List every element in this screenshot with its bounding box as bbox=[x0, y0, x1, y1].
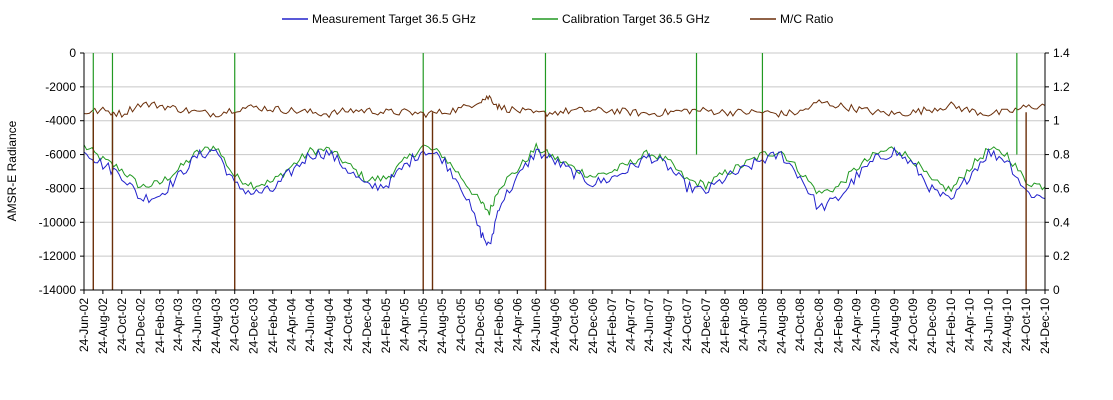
series-line-calibration-target-36-5-ghz bbox=[83, 142, 1046, 216]
x-tick-label: 24-Dec-04 bbox=[360, 298, 374, 354]
y2-tick-label: 0.6 bbox=[1053, 181, 1070, 195]
x-tick-label: 24-Feb-06 bbox=[492, 298, 506, 354]
y2-tick-label: 1.2 bbox=[1053, 80, 1070, 94]
x-tick-label: 24-Aug-03 bbox=[209, 298, 223, 354]
x-tick-label: 24-Jun-09 bbox=[868, 298, 882, 352]
x-tick-label: 24-Dec-06 bbox=[586, 298, 600, 354]
x-tick-label: 24-Feb-10 bbox=[944, 298, 958, 354]
y2-tick-label: 0.2 bbox=[1053, 249, 1070, 263]
x-tick-label: 24-Feb-05 bbox=[379, 298, 393, 354]
y-tick-label: -2000 bbox=[45, 80, 76, 94]
y-tick-label: -10000 bbox=[39, 215, 77, 229]
y-tick-label: -12000 bbox=[39, 249, 77, 263]
x-tick-label: 24-Aug-09 bbox=[887, 298, 901, 354]
x-tick-label: 24-Oct-02 bbox=[115, 298, 129, 352]
x-tick-label: 24-Oct-10 bbox=[1019, 298, 1033, 352]
x-tick-label: 24-Dec-03 bbox=[247, 298, 261, 354]
legend-label: Measurement Target 36.5 GHz bbox=[312, 12, 476, 26]
y2-tick-label: 0 bbox=[1053, 283, 1060, 297]
x-tick-label: 24-Apr-10 bbox=[963, 298, 977, 352]
x-tick-label: 24-Aug-08 bbox=[774, 298, 788, 354]
series-line-m-c-ratio bbox=[83, 94, 1046, 119]
x-tick-label: 24-Apr-05 bbox=[397, 298, 411, 352]
x-tick-label: 24-Oct-05 bbox=[454, 298, 468, 352]
y2-tick-label: 0.8 bbox=[1053, 148, 1070, 162]
legend-label: M/C Ratio bbox=[780, 12, 834, 26]
y-tick-label: 0 bbox=[69, 46, 76, 60]
x-tick-label: 24-Jun-07 bbox=[642, 298, 656, 352]
x-tick-label: 24-Jun-03 bbox=[190, 298, 204, 352]
x-tick-label: 24-Jun-04 bbox=[303, 298, 317, 352]
y2-tick-label: 1 bbox=[1053, 114, 1060, 128]
grid-layer bbox=[84, 52, 1045, 291]
x-tick-label: 24-Oct-06 bbox=[567, 298, 581, 352]
x-tick-label: 24-Oct-07 bbox=[680, 298, 694, 352]
x-tick-label: 24-Apr-04 bbox=[284, 298, 298, 352]
x-tick-label: 24-Aug-04 bbox=[322, 298, 336, 354]
x-tick-label: 24-Dec-07 bbox=[699, 298, 713, 354]
x-tick-label: 24-Oct-08 bbox=[793, 298, 807, 352]
x-tick-label: 24-Oct-09 bbox=[906, 298, 920, 352]
x-tick-label: 24-Apr-06 bbox=[510, 298, 524, 352]
x-tick-label: 24-Dec-08 bbox=[812, 298, 826, 354]
x-tick-label: 24-Feb-04 bbox=[266, 298, 280, 354]
axes-layer: 0 -2000 -4000 -6000 -8000 -10000 -12000 -14000 1… bbox=[39, 46, 1070, 354]
x-tick-label: 24-Jun-10 bbox=[981, 298, 995, 352]
legend: Measurement Target 36.5 GHz Calibration T… bbox=[282, 12, 834, 26]
x-tick-label: 24-Feb-07 bbox=[605, 298, 619, 354]
x-tick-label: 24-Aug-07 bbox=[661, 298, 675, 354]
x-tick-label: 24-Apr-03 bbox=[171, 298, 185, 352]
x-tick-label: 24-Feb-09 bbox=[831, 298, 845, 354]
y-tick-label: -14000 bbox=[39, 283, 77, 297]
x-tick-label: 24-Apr-07 bbox=[623, 298, 637, 352]
x-tick-label: 24-Jun-05 bbox=[416, 298, 430, 352]
x-tick-label: 24-Feb-03 bbox=[153, 298, 167, 354]
x-tick-label: 24-Dec-09 bbox=[925, 298, 939, 354]
x-tick-label: 24-Jun-08 bbox=[755, 298, 769, 352]
x-tick-label: 24-Dec-02 bbox=[134, 298, 148, 354]
legend-label: Calibration Target 36.5 GHz bbox=[562, 12, 710, 26]
x-tick-label: 24-Aug-06 bbox=[548, 298, 562, 354]
x-tick-label: 24-Dec-05 bbox=[473, 298, 487, 354]
y-tick-label: -4000 bbox=[45, 114, 76, 128]
series-line-measurement-target-36-5-ghz bbox=[83, 146, 1046, 247]
y-axis-title: AMSR-E Radiance bbox=[5, 120, 19, 221]
x-tick-label: 24-Aug-10 bbox=[1000, 298, 1014, 354]
y2-tick-label: 0.4 bbox=[1053, 215, 1070, 229]
x-tick-label: 24-Apr-09 bbox=[850, 298, 864, 352]
x-tick-label: 24-Oct-04 bbox=[341, 298, 355, 352]
x-tick-label: 24-Jun-06 bbox=[529, 298, 543, 352]
x-tick-label: 24-Jun-02 bbox=[77, 298, 91, 352]
y-tick-label: -6000 bbox=[45, 148, 76, 162]
y-tick-label: -8000 bbox=[45, 181, 76, 195]
x-tick-label: 24-Dec-10 bbox=[1038, 298, 1052, 354]
series-layer bbox=[83, 53, 1046, 290]
y2-tick-label: 1.4 bbox=[1053, 46, 1070, 60]
x-tick-label: 24-Aug-05 bbox=[435, 298, 449, 354]
x-tick-label: 24-Aug-02 bbox=[96, 298, 110, 354]
x-tick-label: 24-Oct-03 bbox=[228, 298, 242, 352]
x-tick-label: 24-Feb-08 bbox=[718, 298, 732, 354]
x-tick-label: 24-Apr-08 bbox=[737, 298, 751, 352]
